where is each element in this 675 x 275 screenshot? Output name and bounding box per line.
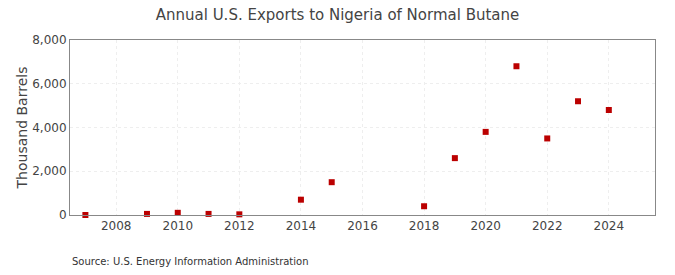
svg-text:2022: 2022	[532, 219, 563, 233]
svg-text:2024: 2024	[594, 219, 625, 233]
svg-text:8,000: 8,000	[32, 33, 66, 47]
svg-text:2010: 2010	[162, 219, 193, 233]
svg-text:2018: 2018	[409, 219, 440, 233]
svg-text:Annual U.S. Exports to Nigeria: Annual U.S. Exports to Nigeria of Normal…	[156, 6, 520, 24]
svg-text:2014: 2014	[286, 219, 317, 233]
svg-text:6,000: 6,000	[32, 77, 66, 91]
svg-text:2020: 2020	[470, 219, 501, 233]
svg-text:0: 0	[59, 208, 67, 222]
svg-text:Source: U.S. Energy Informatio: Source: U.S. Energy Information Administ…	[72, 256, 309, 267]
svg-text:2016: 2016	[347, 219, 378, 233]
svg-text:4,000: 4,000	[32, 121, 66, 135]
svg-text:2,000: 2,000	[32, 164, 66, 178]
svg-text:2012: 2012	[224, 219, 255, 233]
svg-text:Thousand Barrels: Thousand Barrels	[14, 67, 30, 190]
svg-text:2008: 2008	[101, 219, 132, 233]
